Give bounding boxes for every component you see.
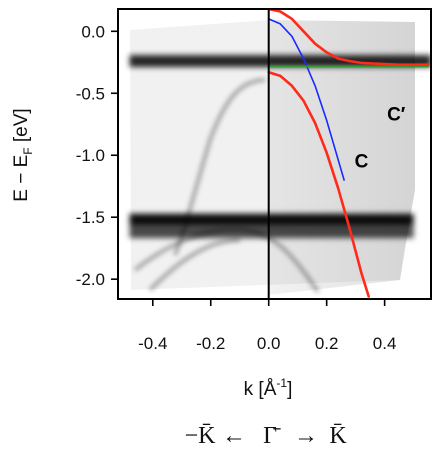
y-axis-title: E − EF [eV] — [11, 108, 35, 201]
intensity-band-1 — [129, 213, 414, 226]
direction-label: −K̄ ← Γ̄ → K̄ — [185, 423, 348, 449]
band-curve-2 — [267, 18, 345, 181]
x-tick-label: 0.2 — [315, 334, 339, 353]
x-axis: -0.4 -0.2 0.0 0.2 0.4 — [138, 299, 396, 353]
y-tick-label: -2.0 — [76, 270, 105, 289]
y-tick-label: -1.5 — [76, 208, 105, 227]
direction-left-arrow: ← — [222, 423, 246, 449]
band-curve-1 — [267, 70, 370, 298]
band-label: C — [355, 152, 369, 173]
y-tick-label: -1.0 — [76, 146, 105, 165]
x-tick-label: -0.4 — [138, 334, 167, 353]
band-left-3 — [148, 238, 241, 292]
direction-k: K̄ — [329, 423, 347, 449]
intensity-band-0 — [129, 55, 431, 68]
intensity-band-2 — [129, 226, 414, 239]
band-annotations: C′ C — [355, 105, 406, 173]
y-tick-label: 0.0 — [81, 22, 105, 41]
band-label: C′ — [387, 105, 406, 126]
direction-gamma: Γ̄ — [263, 423, 281, 449]
direction-right-arrow: → — [294, 423, 318, 449]
intensity-map — [129, 20, 431, 295]
y-axis: 0.0 -0.5 -1.0 -1.5 -2.0 — [76, 22, 118, 289]
x-axis-title: k [Å-1] — [244, 376, 293, 400]
plot-frame — [117, 8, 432, 300]
y-tick-label: -0.5 — [76, 84, 105, 103]
direction-minus-k: −K̄ — [185, 423, 217, 449]
x-tick-label: 0.0 — [257, 334, 281, 353]
x-tick-label: -0.2 — [196, 334, 225, 353]
band-curve-0 — [267, 9, 430, 67]
x-tick-label: 0.4 — [373, 334, 397, 353]
